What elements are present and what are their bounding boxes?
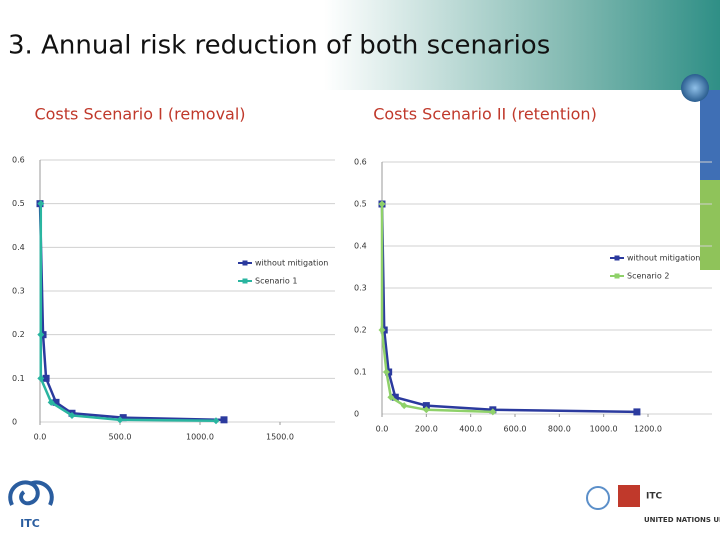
chart-title: Costs Scenario I (removal) <box>34 105 245 124</box>
point <box>37 374 45 382</box>
point <box>378 326 386 334</box>
point <box>378 200 386 208</box>
point <box>400 402 408 410</box>
point <box>42 374 50 382</box>
point <box>119 414 127 422</box>
y-tick-label: 0.1 <box>354 368 367 377</box>
legend-label: without mitigation <box>627 254 700 263</box>
unu-logo: ITC UNITED NATIONS UNIVERSITY <box>586 485 720 524</box>
itc-logo: ITC <box>8 480 54 530</box>
chart-title: Costs Scenario II (retention) <box>373 105 597 124</box>
y-tick-label: 0.4 <box>12 243 25 252</box>
x-tick-label: 1000.0 <box>186 433 214 442</box>
y-tick-label: 0.3 <box>12 287 25 296</box>
point <box>489 408 497 416</box>
logo-text: ITC <box>646 492 662 502</box>
x-tick-label: 500.0 <box>109 433 132 442</box>
y-tick-label: 0.5 <box>354 200 367 209</box>
point <box>220 416 228 424</box>
point <box>37 331 45 339</box>
y-tick-label: 0.2 <box>12 330 25 339</box>
point <box>212 417 220 425</box>
point <box>391 393 399 401</box>
legend-label: without mitigation <box>255 259 328 268</box>
x-tick-label: 0.0 <box>376 425 389 434</box>
point <box>52 398 60 406</box>
point <box>37 200 45 208</box>
x-tick-label: 800.0 <box>548 425 571 434</box>
y-tick-label: 0 <box>12 418 17 427</box>
legend-label: Scenario 2 <box>627 272 669 281</box>
side-bar <box>700 180 720 270</box>
point <box>422 402 430 410</box>
x-tick-label: 200.0 <box>415 425 438 434</box>
y-tick-label: 0.3 <box>354 284 367 293</box>
x-tick-label: 1500.0 <box>266 433 294 442</box>
y-tick-label: 0 <box>354 410 359 419</box>
x-tick-label: 600.0 <box>504 425 527 434</box>
legend-label: Scenario 1 <box>255 277 297 286</box>
side-bar <box>700 90 720 180</box>
y-tick-label: 0.1 <box>12 374 25 383</box>
point <box>116 416 124 424</box>
legend-marker <box>614 273 620 279</box>
legend-marker <box>614 255 620 261</box>
point <box>422 406 430 414</box>
legend-marker <box>242 260 248 266</box>
y-tick-label: 0.5 <box>12 199 25 208</box>
point <box>68 411 76 419</box>
x-tick-label: 400.0 <box>459 425 482 434</box>
y-tick-label: 0.6 <box>354 158 367 167</box>
logo-text: UNITED NATIONS UNIVERSITY <box>644 516 720 524</box>
slide-title: 3. Annual risk reduction of both scenari… <box>8 31 550 61</box>
y-tick-label: 0.6 <box>12 156 25 165</box>
x-tick-label: 0.0 <box>34 433 47 442</box>
title-band <box>0 0 720 90</box>
x-tick-label: 1000.0 <box>590 425 618 434</box>
logo-text: ITC <box>20 517 40 530</box>
x-tick-label: 1200.0 <box>634 425 662 434</box>
point <box>633 408 641 416</box>
legend-marker <box>242 278 248 284</box>
globe-icon <box>681 74 709 102</box>
y-tick-label: 0.2 <box>354 326 367 335</box>
point <box>382 368 390 376</box>
point <box>47 398 55 406</box>
y-tick-label: 0.4 <box>354 242 367 251</box>
point <box>387 393 395 401</box>
